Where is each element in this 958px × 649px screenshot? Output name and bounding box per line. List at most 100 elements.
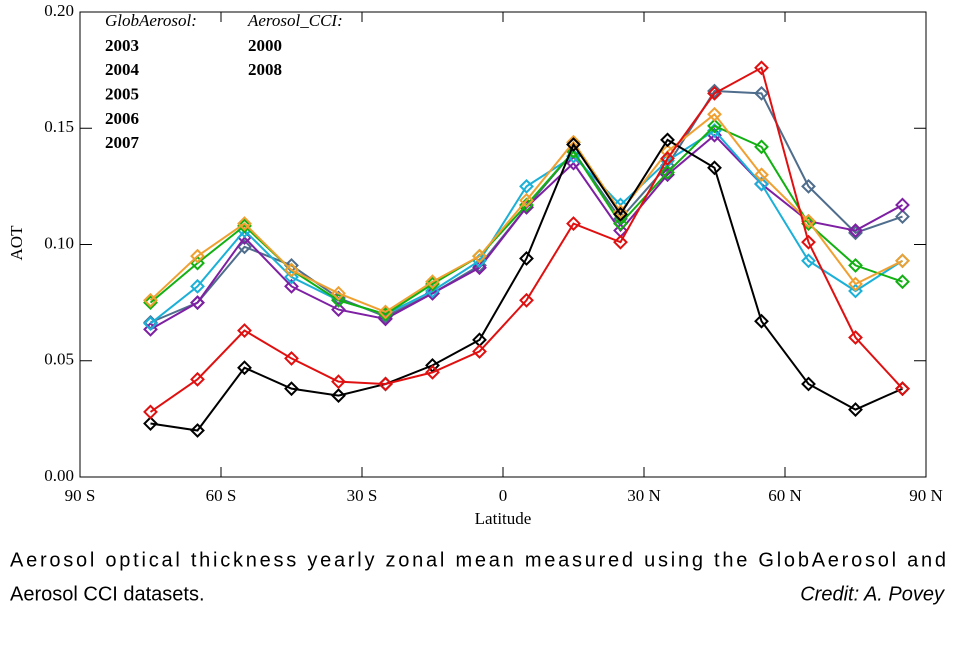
data-point: [848, 258, 863, 273]
x-tick-label: 60 N: [768, 486, 802, 505]
data-point: [519, 251, 534, 266]
data-point: [848, 330, 863, 345]
legend-entry: 2007: [105, 133, 140, 152]
legend-entry: 2003: [105, 36, 139, 55]
data-point: [190, 295, 205, 311]
data-point: [754, 85, 769, 101]
data-point: [331, 302, 346, 318]
data-point: [472, 260, 487, 276]
y-tick-label: 0.10: [44, 233, 74, 252]
data-point: [190, 248, 205, 264]
legend-entry: 2006: [105, 109, 139, 128]
data-point: [284, 269, 299, 285]
data-point: [801, 253, 816, 269]
caption-line: Aerosol CCI datasets.: [10, 583, 205, 605]
legend-title: GlobAerosol:: [105, 11, 197, 30]
data-point: [707, 83, 722, 99]
data-point: [143, 416, 158, 431]
data-point: [472, 344, 487, 359]
data-point: [472, 248, 487, 264]
data-point: [754, 176, 769, 192]
data-point: [519, 292, 534, 308]
data-point: [143, 295, 158, 311]
x-tick-label: 90 N: [909, 486, 943, 505]
data-point: [660, 165, 675, 180]
data-point: [425, 364, 440, 380]
x-tick-label: 60 S: [206, 486, 237, 505]
y-tick-label: 0.05: [44, 350, 74, 369]
legend-entry: 2008: [248, 60, 282, 79]
data-point: [378, 304, 393, 320]
data-point: [801, 216, 816, 231]
x-tick-label: 30 S: [347, 486, 378, 505]
data-point: [143, 404, 158, 420]
data-point: [519, 192, 534, 208]
data-point: [378, 376, 393, 392]
caption-line: Aerosol optical thickness yearly zonal m…: [10, 549, 946, 571]
data-point: [707, 118, 722, 134]
x-tick-label: 90 S: [65, 486, 96, 505]
data-point: [566, 216, 581, 231]
data-point: [801, 234, 816, 250]
data-point: [895, 381, 910, 397]
data-point: [566, 134, 581, 150]
data-point: [237, 216, 252, 231]
x-tick-label: 30 N: [627, 486, 661, 505]
data-point: [613, 234, 628, 250]
data-point: [143, 316, 158, 331]
data-point: [190, 278, 205, 294]
data-point: [848, 223, 863, 238]
data-point: [848, 402, 863, 417]
data-point: [566, 137, 581, 152]
series-line: [149, 112, 903, 314]
credit: Credit: A. Povey: [800, 583, 945, 605]
series-line: [149, 66, 904, 413]
data-point: [237, 239, 252, 255]
data-point: [613, 206, 628, 222]
series-line: [149, 124, 903, 316]
data-point: [284, 278, 299, 294]
data-point: [801, 213, 816, 229]
data-point: [660, 167, 675, 183]
data-point: [425, 276, 440, 292]
data-point: [895, 209, 910, 225]
legend-title: Aerosol_CCI:: [247, 11, 343, 30]
data-point: [895, 197, 910, 213]
data-point: [660, 151, 675, 166]
data-point: [613, 216, 628, 231]
data-point: [190, 423, 205, 438]
data-point: [284, 262, 299, 278]
data-point: [237, 360, 252, 376]
data-point: [707, 85, 722, 101]
data-point: [848, 283, 863, 299]
legend-entry: 2004: [105, 60, 140, 79]
data-point: [143, 321, 158, 337]
y-tick-label: 0.00: [44, 466, 74, 485]
data-point: [237, 323, 252, 338]
data-point: [190, 371, 205, 387]
data-point: [848, 276, 863, 292]
x-tick-label: 0: [499, 486, 508, 505]
data-point: [848, 225, 863, 241]
data-point: [425, 283, 440, 299]
y-tick-label: 0.20: [44, 1, 74, 20]
data-point: [425, 285, 440, 301]
data-point: [801, 178, 816, 194]
data-point: [895, 274, 910, 290]
legend-entry: 2005: [105, 85, 139, 104]
data-point: [331, 285, 346, 301]
data-point: [754, 60, 769, 76]
data-point: [895, 253, 910, 269]
data-point: [425, 274, 440, 290]
data-point: [660, 132, 675, 148]
y-axis-label: AOT: [7, 225, 26, 261]
data-point: [754, 167, 769, 183]
data-point: [519, 178, 534, 194]
series-line: [150, 138, 903, 432]
data-point: [801, 376, 816, 392]
data-point: [284, 381, 299, 397]
data-point: [237, 218, 252, 234]
data-point: [754, 139, 769, 155]
legend-entry: 2000: [248, 36, 282, 55]
